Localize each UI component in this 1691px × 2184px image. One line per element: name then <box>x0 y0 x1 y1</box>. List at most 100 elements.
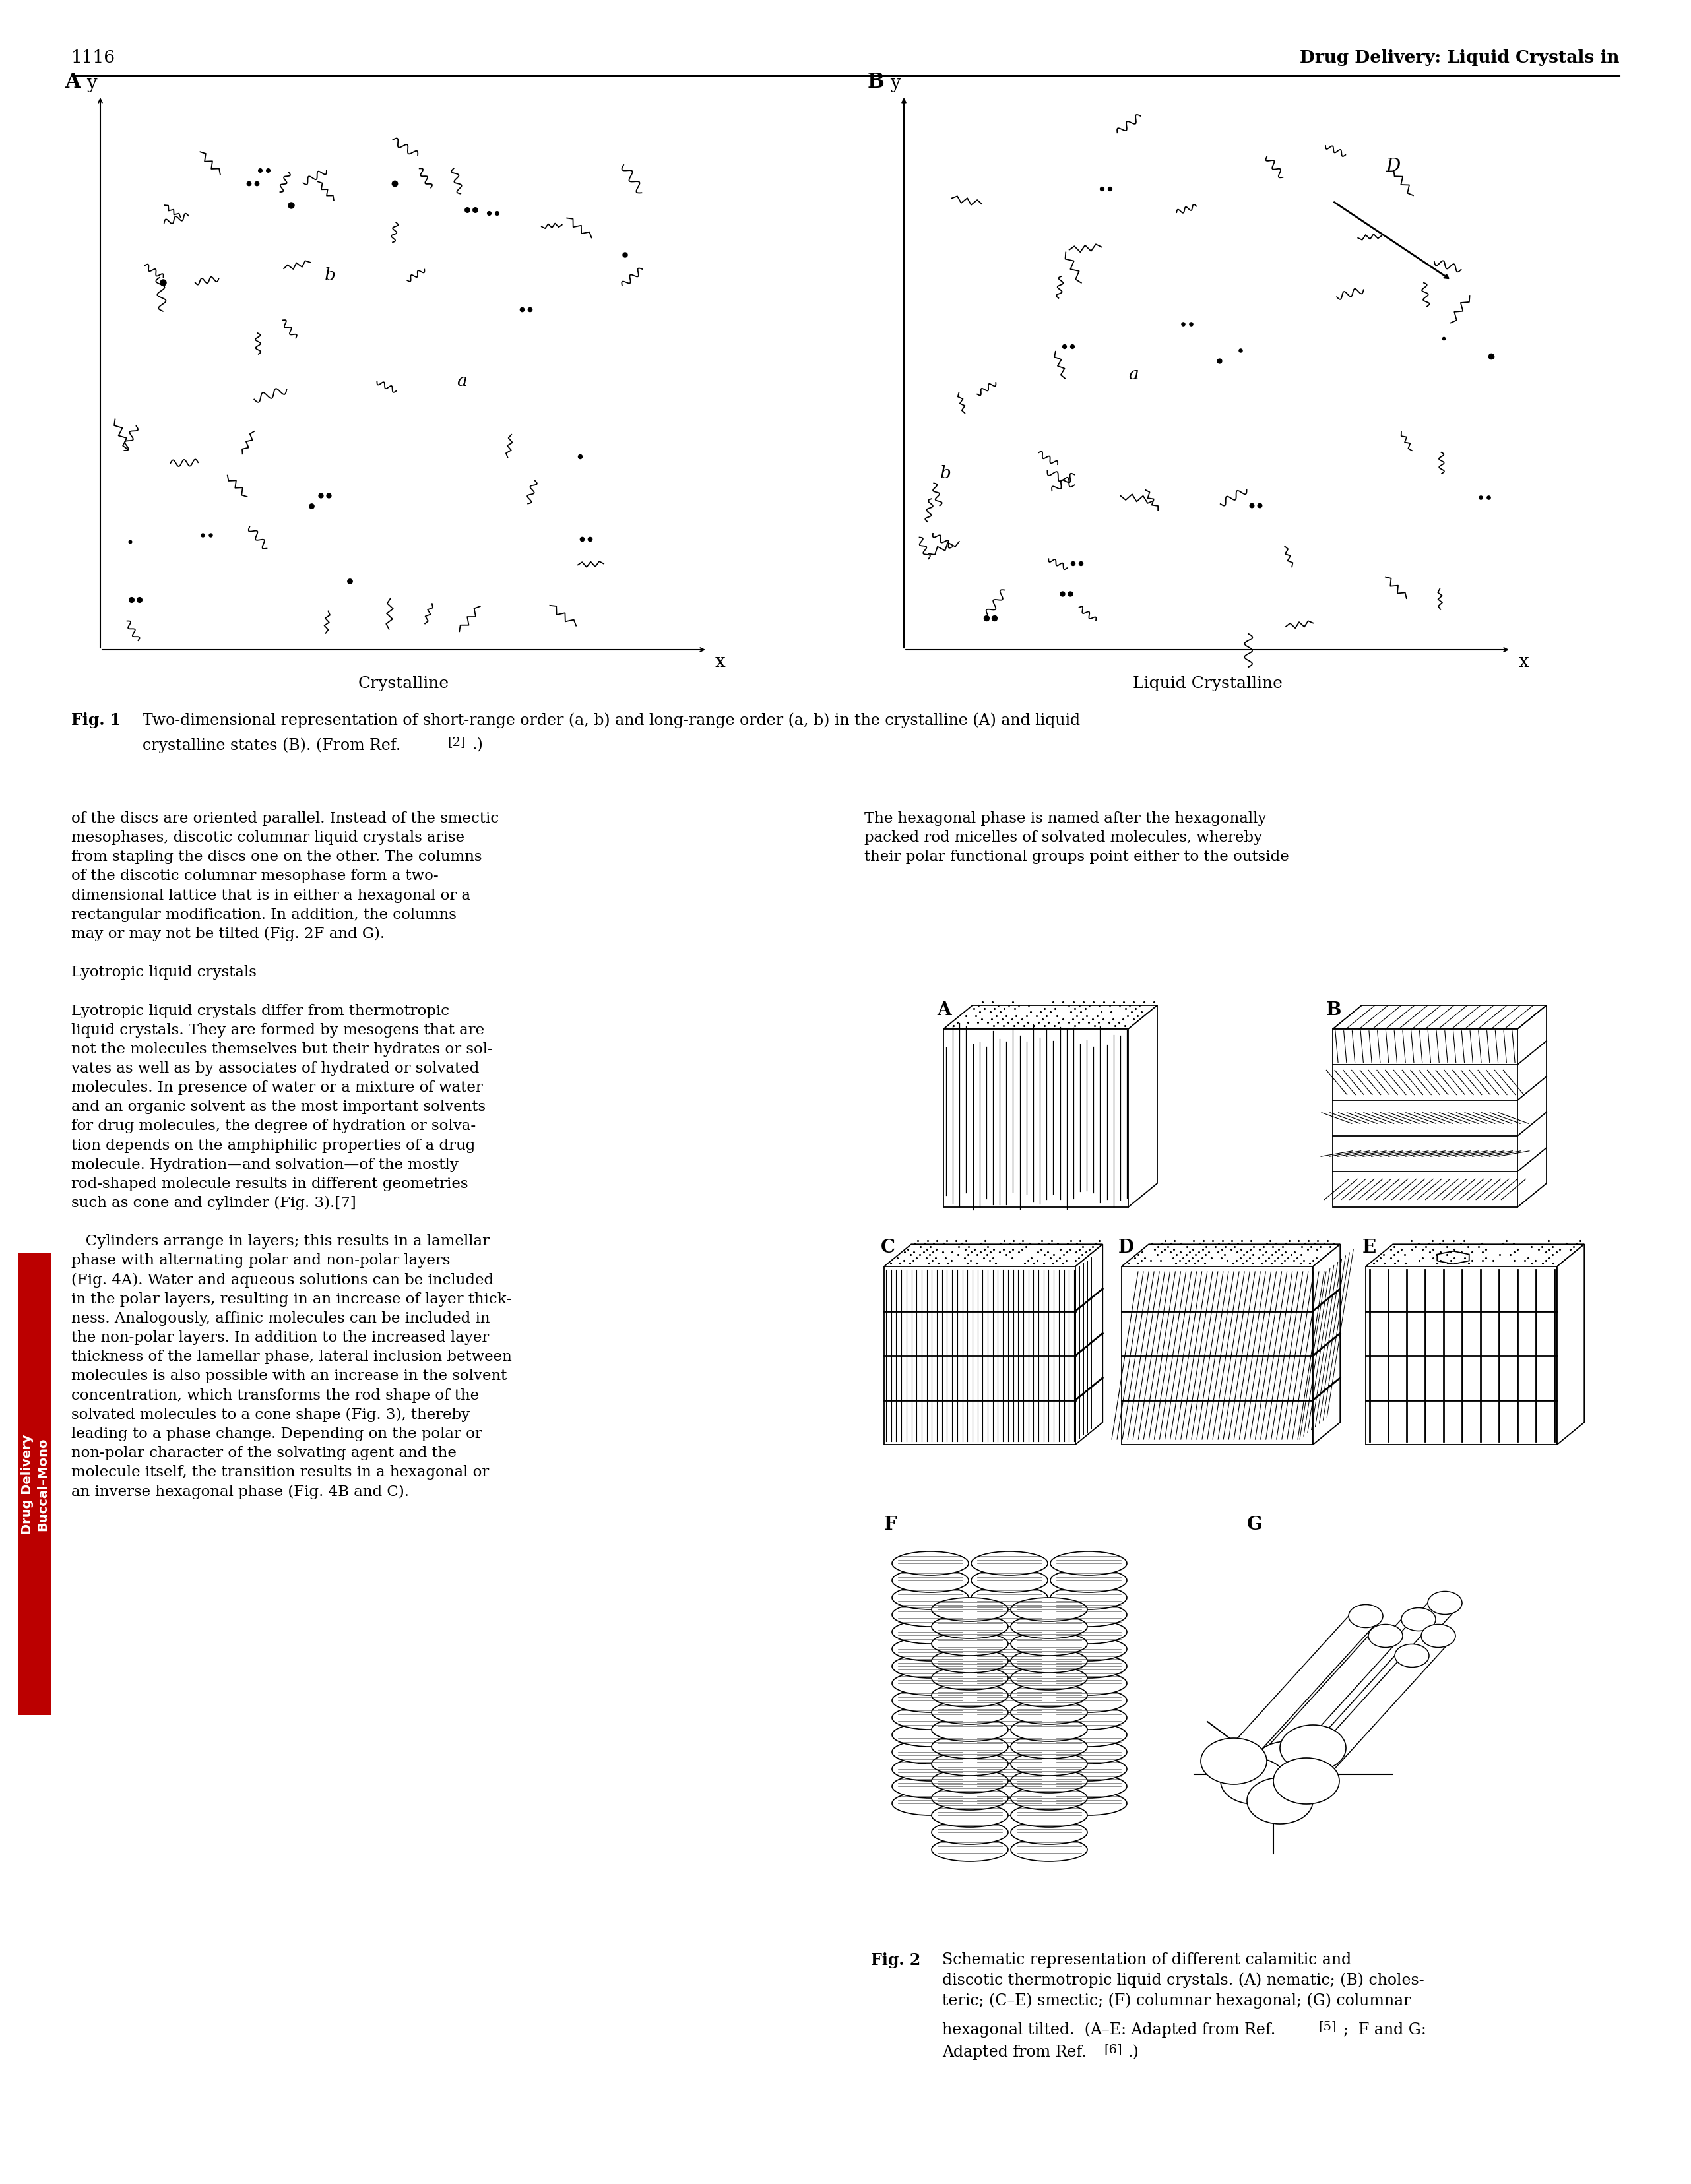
Ellipse shape <box>932 1684 1008 1708</box>
Ellipse shape <box>971 1603 1048 1627</box>
Ellipse shape <box>1011 1649 1087 1673</box>
Ellipse shape <box>893 1671 969 1695</box>
Ellipse shape <box>1280 1725 1346 1771</box>
Polygon shape <box>944 1029 1128 1208</box>
Ellipse shape <box>1011 1837 1087 1861</box>
Ellipse shape <box>932 1837 1008 1861</box>
Ellipse shape <box>893 1688 969 1712</box>
Ellipse shape <box>971 1791 1048 1815</box>
Ellipse shape <box>1420 1625 1456 1647</box>
Ellipse shape <box>1011 1717 1087 1741</box>
Text: F: F <box>884 1516 896 1533</box>
Ellipse shape <box>1011 1684 1087 1708</box>
Ellipse shape <box>1273 1758 1339 1804</box>
Polygon shape <box>1333 1005 1547 1029</box>
Ellipse shape <box>932 1666 1008 1690</box>
Text: y: y <box>86 74 96 92</box>
Text: y: y <box>889 74 901 92</box>
Polygon shape <box>944 1005 1157 1029</box>
Ellipse shape <box>1050 1688 1126 1712</box>
Ellipse shape <box>932 1769 1008 1793</box>
Text: [6]: [6] <box>1104 2044 1123 2055</box>
Polygon shape <box>1312 1245 1341 1444</box>
Ellipse shape <box>1050 1671 1126 1695</box>
Ellipse shape <box>1050 1586 1126 1610</box>
Ellipse shape <box>971 1758 1048 1780</box>
Polygon shape <box>1366 1267 1557 1444</box>
Text: B: B <box>1326 1000 1341 1020</box>
Ellipse shape <box>1402 1607 1436 1631</box>
Polygon shape <box>1128 1005 1157 1208</box>
Ellipse shape <box>1201 1738 1267 1784</box>
Ellipse shape <box>893 1638 969 1660</box>
Ellipse shape <box>893 1723 969 1747</box>
Text: of the discs are oriented parallel. Instead of the smectic
mesophases, discotic : of the discs are oriented parallel. Inst… <box>71 810 512 1498</box>
Ellipse shape <box>971 1551 1048 1575</box>
Polygon shape <box>1333 1029 1517 1208</box>
Text: a: a <box>1128 367 1138 382</box>
Ellipse shape <box>1050 1603 1126 1627</box>
Text: .): .) <box>1128 2044 1140 2060</box>
Polygon shape <box>1557 1245 1584 1444</box>
Text: .): .) <box>472 738 484 753</box>
Ellipse shape <box>1368 1625 1402 1647</box>
Ellipse shape <box>932 1614 1008 1638</box>
Ellipse shape <box>971 1688 1048 1712</box>
Text: b: b <box>325 266 337 284</box>
Polygon shape <box>1437 1251 1469 1265</box>
Ellipse shape <box>1050 1551 1126 1575</box>
Text: x: x <box>1519 653 1529 670</box>
Text: D: D <box>1385 157 1400 175</box>
Text: x: x <box>715 653 725 670</box>
Text: D: D <box>1118 1238 1135 1256</box>
Polygon shape <box>1289 1636 1456 1780</box>
Ellipse shape <box>893 1586 969 1610</box>
Ellipse shape <box>1011 1599 1087 1621</box>
Polygon shape <box>1270 1618 1436 1765</box>
Ellipse shape <box>1011 1614 1087 1638</box>
Polygon shape <box>1121 1245 1341 1267</box>
Text: B: B <box>867 72 884 92</box>
Text: Adapted from Ref.: Adapted from Ref. <box>942 2044 1087 2060</box>
Ellipse shape <box>971 1671 1048 1695</box>
Ellipse shape <box>1011 1666 1087 1690</box>
Ellipse shape <box>1050 1621 1126 1645</box>
Polygon shape <box>1263 1655 1429 1802</box>
Polygon shape <box>1121 1267 1312 1444</box>
Ellipse shape <box>1011 1701 1087 1723</box>
Ellipse shape <box>1050 1706 1126 1730</box>
Ellipse shape <box>1246 1778 1312 1824</box>
Ellipse shape <box>971 1723 1048 1747</box>
Text: E: E <box>1363 1238 1376 1256</box>
Ellipse shape <box>1011 1804 1087 1828</box>
Polygon shape <box>1216 1616 1383 1760</box>
Text: ;  F and G:: ; F and G: <box>1343 2022 1426 2038</box>
Ellipse shape <box>1221 1758 1287 1804</box>
Ellipse shape <box>1011 1769 1087 1793</box>
Ellipse shape <box>971 1773 1048 1797</box>
Polygon shape <box>1295 1603 1463 1747</box>
Text: Fig. 2: Fig. 2 <box>871 1952 920 1968</box>
Ellipse shape <box>932 1717 1008 1741</box>
Bar <box>19 1254 51 1714</box>
Ellipse shape <box>893 1653 969 1677</box>
Ellipse shape <box>1011 1752 1087 1776</box>
Text: hexagonal tilted.  (A–E: Adapted from Ref.: hexagonal tilted. (A–E: Adapted from Ref… <box>942 2022 1275 2038</box>
Ellipse shape <box>932 1701 1008 1723</box>
Ellipse shape <box>1050 1773 1126 1797</box>
Ellipse shape <box>1349 1605 1383 1627</box>
Ellipse shape <box>1011 1821 1087 1843</box>
Polygon shape <box>1075 1245 1103 1444</box>
Ellipse shape <box>971 1653 1048 1677</box>
Ellipse shape <box>932 1787 1008 1811</box>
Text: Two-dimensional representation of short-range order (a, b) and long-range order : Two-dimensional representation of short-… <box>142 712 1081 727</box>
Ellipse shape <box>971 1621 1048 1645</box>
Ellipse shape <box>893 1791 969 1815</box>
Ellipse shape <box>1050 1568 1126 1592</box>
Ellipse shape <box>893 1741 969 1765</box>
Text: a: a <box>457 373 467 389</box>
Ellipse shape <box>971 1741 1048 1765</box>
Ellipse shape <box>932 1752 1008 1776</box>
Ellipse shape <box>932 1599 1008 1621</box>
Ellipse shape <box>1253 1741 1319 1787</box>
